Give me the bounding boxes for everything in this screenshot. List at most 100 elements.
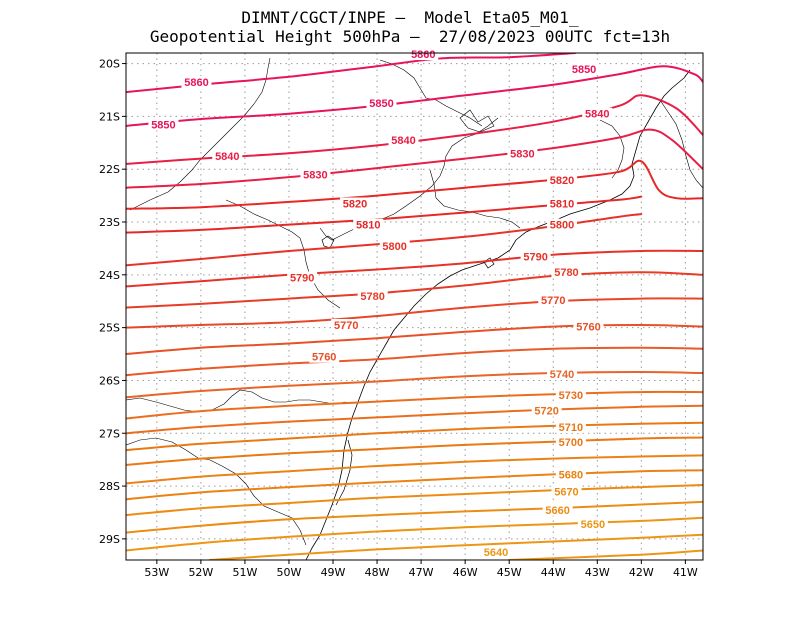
- contour-label-bg: [331, 318, 362, 331]
- lon-tick-label: 45W: [497, 566, 522, 579]
- lon-tick-label: 44W: [541, 566, 566, 579]
- state-border-1: [126, 389, 347, 413]
- contour-line-5790: [126, 249, 703, 288]
- contour-label-bg: [538, 294, 569, 307]
- state-border-6: [659, 99, 703, 189]
- contour-line-5740: [126, 370, 703, 399]
- contour-label-5850: 5850: [151, 119, 175, 131]
- contour-label-layer: 5860 5860 5850 5850 5850 5840 5840 5840 5830 5830…: [148, 48, 613, 559]
- contour-label-5780: 5780: [360, 291, 384, 303]
- lon-tick-label: 53W: [144, 566, 169, 579]
- contour-label-5790: 5790: [290, 272, 314, 284]
- contour-label-bg: [388, 134, 419, 147]
- latitude-axis: 20S 21S 22S 23S 24S 25S 26S 27S 28S 29S: [99, 58, 126, 546]
- contour-label-5710: 5710: [559, 422, 583, 434]
- reservoir-lake: [321, 235, 335, 249]
- lat-tick-label: 28S: [99, 480, 120, 493]
- plot-frame: [125, 52, 704, 561]
- lon-tick-label: 46W: [453, 566, 478, 579]
- lon-tick-label: 42W: [629, 566, 654, 579]
- map-title-line1: DIMNT/CGCT/INPE – Model Eta05_M01_: [241, 8, 579, 27]
- lat-tick-label: 25S: [99, 322, 120, 335]
- lat-tick-label: 29S: [99, 533, 120, 546]
- contour-label-bg: [181, 76, 212, 89]
- contour-line-5710: [126, 421, 703, 452]
- contour-label-5660: 5660: [545, 505, 569, 517]
- contour-label-5820: 5820: [343, 199, 367, 211]
- contour-label-5790: 5790: [523, 251, 547, 263]
- contour-label-bg: [551, 266, 582, 279]
- lon-tick-label: 52W: [188, 566, 213, 579]
- contour-label-5850: 5850: [369, 98, 393, 110]
- contour-line-5850: [126, 65, 703, 127]
- contour-label-5740: 5740: [550, 369, 574, 381]
- contour-label-5760: 5760: [312, 352, 336, 364]
- contour-line-5650: [126, 516, 703, 552]
- contour-label-bg: [555, 468, 586, 481]
- lon-tick-label: 41W: [673, 566, 698, 579]
- lat-tick-label: 24S: [99, 269, 120, 282]
- contour-label-5830: 5830: [303, 169, 327, 181]
- uruguay-river: [126, 437, 307, 546]
- contour-line-5820: [126, 159, 703, 210]
- contour-label-5770: 5770: [334, 320, 358, 332]
- contour-label-bg: [555, 389, 586, 402]
- contour-line-5750: [126, 346, 703, 377]
- state-border-3: [429, 169, 521, 229]
- contour-label-5800: 5800: [382, 241, 406, 253]
- parana-river-lower: [225, 199, 341, 309]
- contour-label-5840: 5840: [391, 135, 415, 147]
- coastline-layer: [126, 57, 703, 560]
- contour-label-bg: [379, 239, 410, 252]
- lon-tick-label: 43W: [585, 566, 610, 579]
- lat-tick-label: 22S: [99, 163, 120, 176]
- contour-label-bg: [520, 250, 551, 263]
- contour-line-5690: [126, 454, 703, 485]
- contour-label-bg: [340, 197, 371, 210]
- contour-line-5670: [126, 484, 703, 517]
- contour-label-bg: [547, 218, 578, 231]
- coastal-island: [483, 257, 495, 269]
- contour-label-bg: [573, 320, 604, 333]
- contour-line-5630: [508, 549, 703, 560]
- contour-label-bg: [287, 271, 318, 284]
- lat-tick-label: 27S: [99, 427, 120, 440]
- contour-label-5730: 5730: [559, 390, 583, 402]
- contour-label-5850: 5850: [572, 64, 596, 76]
- contour-label-5830: 5830: [510, 148, 534, 160]
- contour-label-bg: [555, 436, 586, 449]
- contour-label-5640: 5640: [484, 547, 508, 559]
- contour-label-5840: 5840: [215, 151, 239, 163]
- contour-label-5860: 5860: [411, 49, 435, 61]
- contour-label-5760: 5760: [576, 322, 600, 334]
- contour-label-5860: 5860: [184, 77, 208, 89]
- contour-line-5640: [208, 533, 703, 560]
- contour-label-bg: [531, 404, 562, 417]
- contour-line-5660: [126, 500, 703, 534]
- lon-tick-label: 51W: [232, 566, 257, 579]
- reservoir-lake-2: [459, 109, 495, 133]
- lon-tick-label: 49W: [321, 566, 346, 579]
- parana-river: [129, 57, 271, 211]
- state-border-2: [319, 117, 499, 241]
- contour-line-5770: [126, 297, 703, 329]
- contour-label-bg: [547, 173, 578, 186]
- contour-label-bg: [547, 197, 578, 210]
- contour-layer: [126, 53, 703, 560]
- state-border-4: [379, 59, 483, 127]
- contour-line-5780: [126, 271, 703, 309]
- contour-label-bg: [555, 420, 586, 433]
- contour-label-bg: [366, 97, 397, 110]
- contour-label-5840: 5840: [585, 109, 609, 121]
- contour-label-bg: [551, 485, 582, 498]
- contour-label-5810: 5810: [550, 199, 574, 211]
- lat-tick-label: 21S: [99, 110, 120, 123]
- contour-label-bg: [480, 546, 511, 559]
- map-gridlines: [126, 53, 703, 560]
- contour-label-bg: [577, 518, 608, 531]
- contour-label-5650: 5650: [581, 519, 605, 531]
- contour-label-5670: 5670: [554, 486, 578, 498]
- contour-line-5800: [126, 213, 643, 267]
- contour-label-bg: [300, 168, 331, 181]
